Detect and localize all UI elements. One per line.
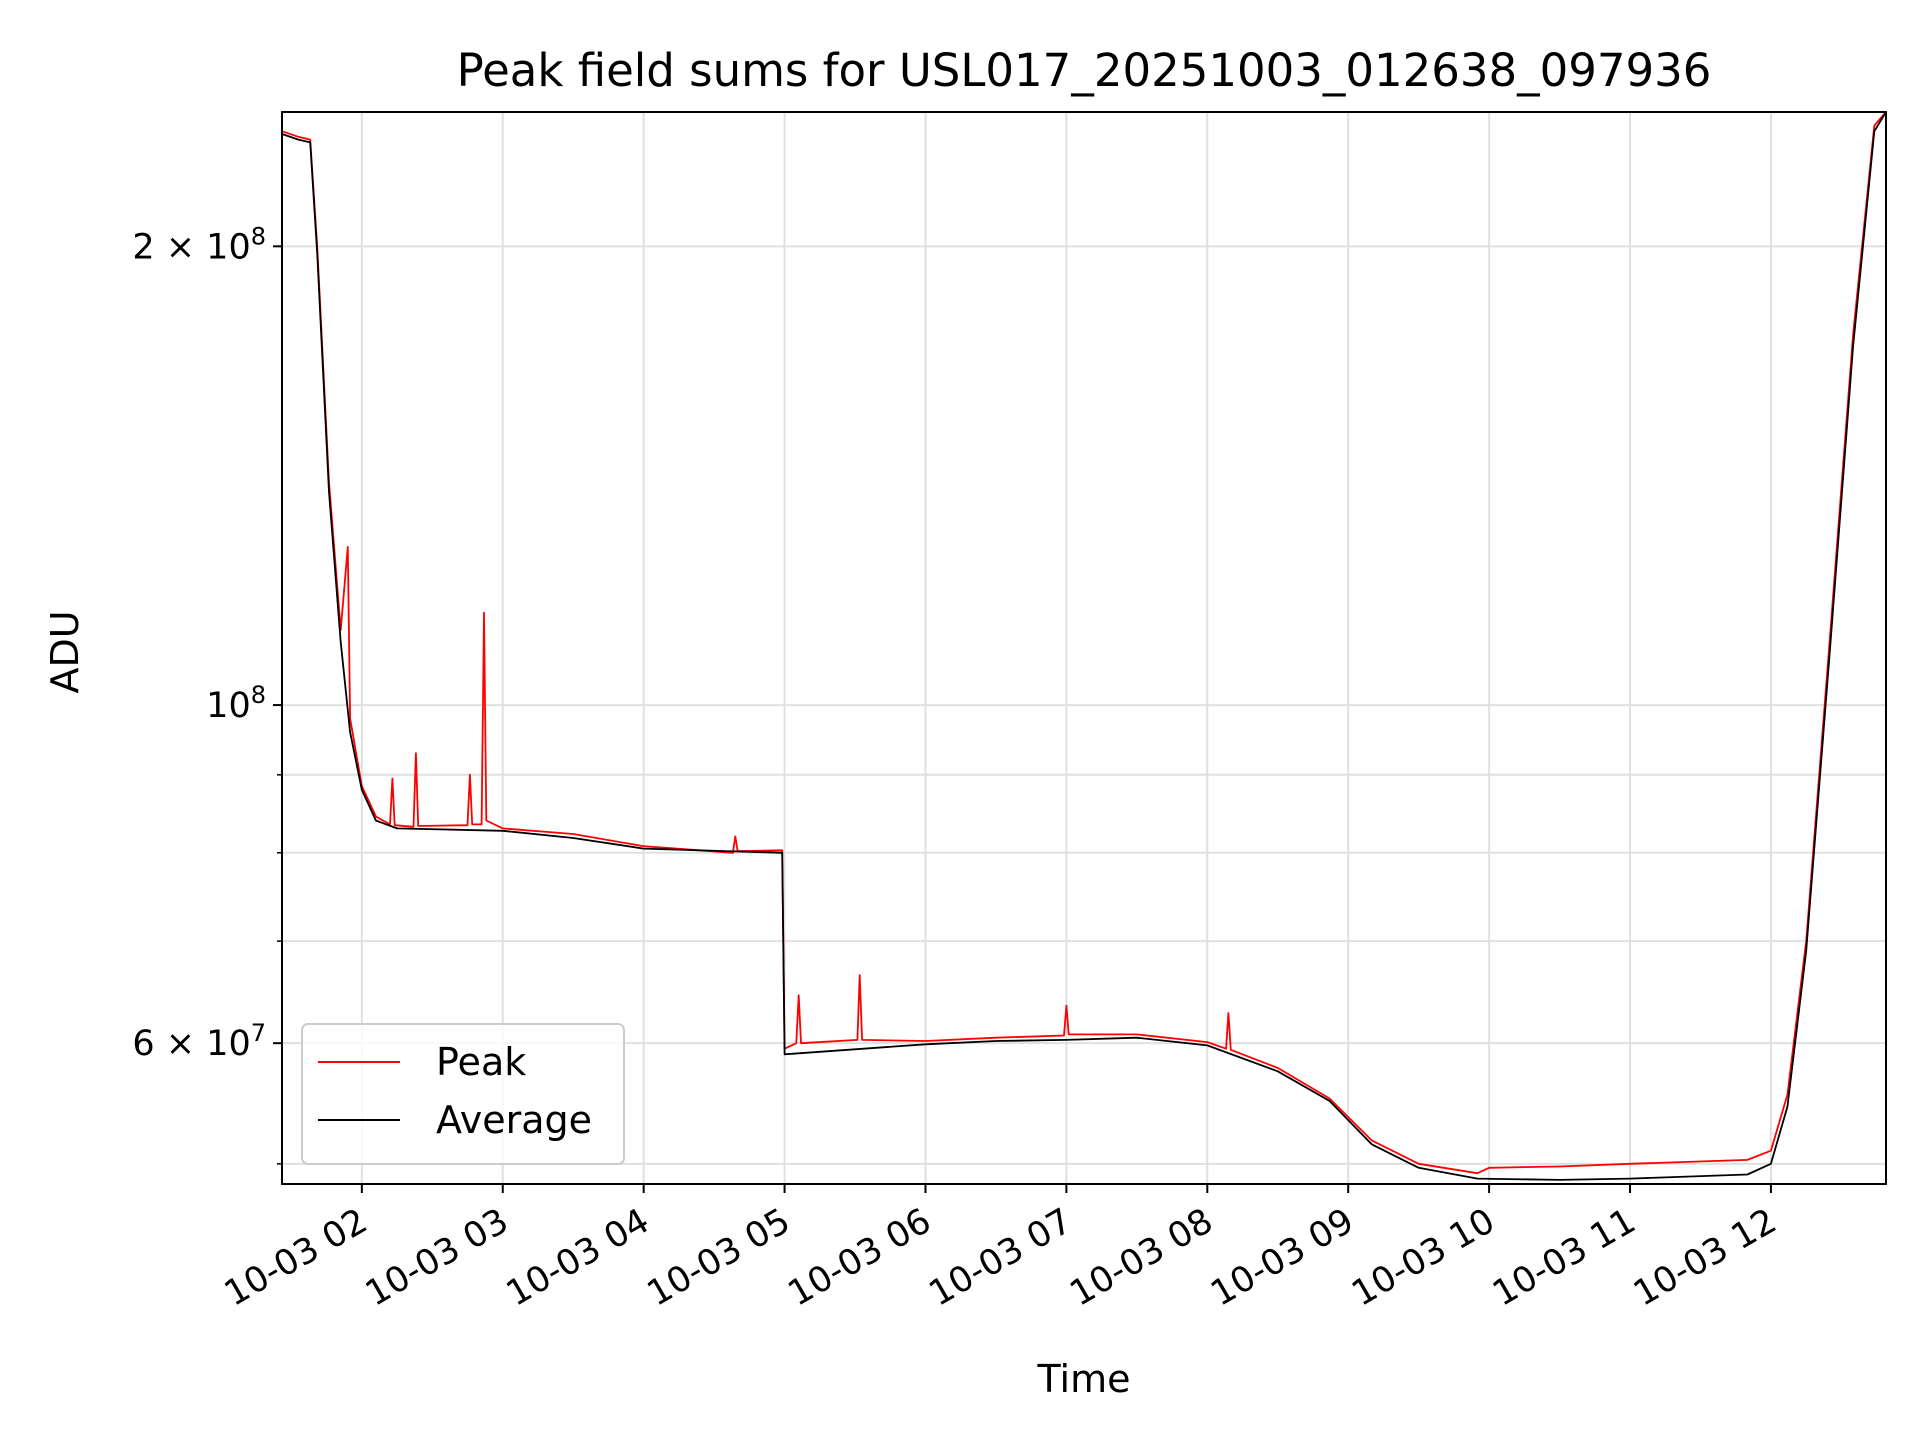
x-tick-label: 10-03 08 [1064, 1201, 1220, 1314]
y-axis-label: ADU [43, 610, 87, 693]
x-tick-label: 10-03 12 [1627, 1201, 1783, 1314]
x-tick-label: 10-03 02 [218, 1201, 374, 1314]
legend-box [301, 1023, 625, 1165]
legend-label-peak: Peak [436, 1040, 526, 1084]
legend-label-average: Average [436, 1098, 592, 1142]
x-tick-label: 10-03 11 [1486, 1201, 1642, 1314]
x-tick-label: 10-03 03 [359, 1201, 515, 1314]
series-line-average [281, 111, 1887, 1181]
legend: Peak Average [301, 1023, 625, 1165]
x-tick-label: 10-03 07 [923, 1201, 1079, 1314]
y-tick-label: 6 × 107 [132, 1019, 266, 1064]
x-tick-label: 10-03 09 [1204, 1201, 1360, 1314]
plot-frame [281, 111, 1887, 1185]
y-tick-label: 108 [206, 681, 266, 726]
series-lines [281, 111, 1887, 1181]
x-tick-label: 10-03 05 [641, 1201, 797, 1314]
y-axis-ticks: 2 × 108 108 6 × 107 [132, 222, 282, 1165]
x-axis-label: Time [1037, 1357, 1131, 1401]
x-tick-label: 10-03 10 [1345, 1201, 1501, 1314]
series-line-peak [281, 111, 1887, 1175]
chart-title: Peak field sums for USL017_20251003_0126… [457, 44, 1712, 97]
y-tick-label: 2 × 108 [132, 222, 266, 267]
x-tick-label: 10-03 04 [500, 1201, 656, 1314]
x-tick-label: 10-03 06 [782, 1201, 938, 1314]
